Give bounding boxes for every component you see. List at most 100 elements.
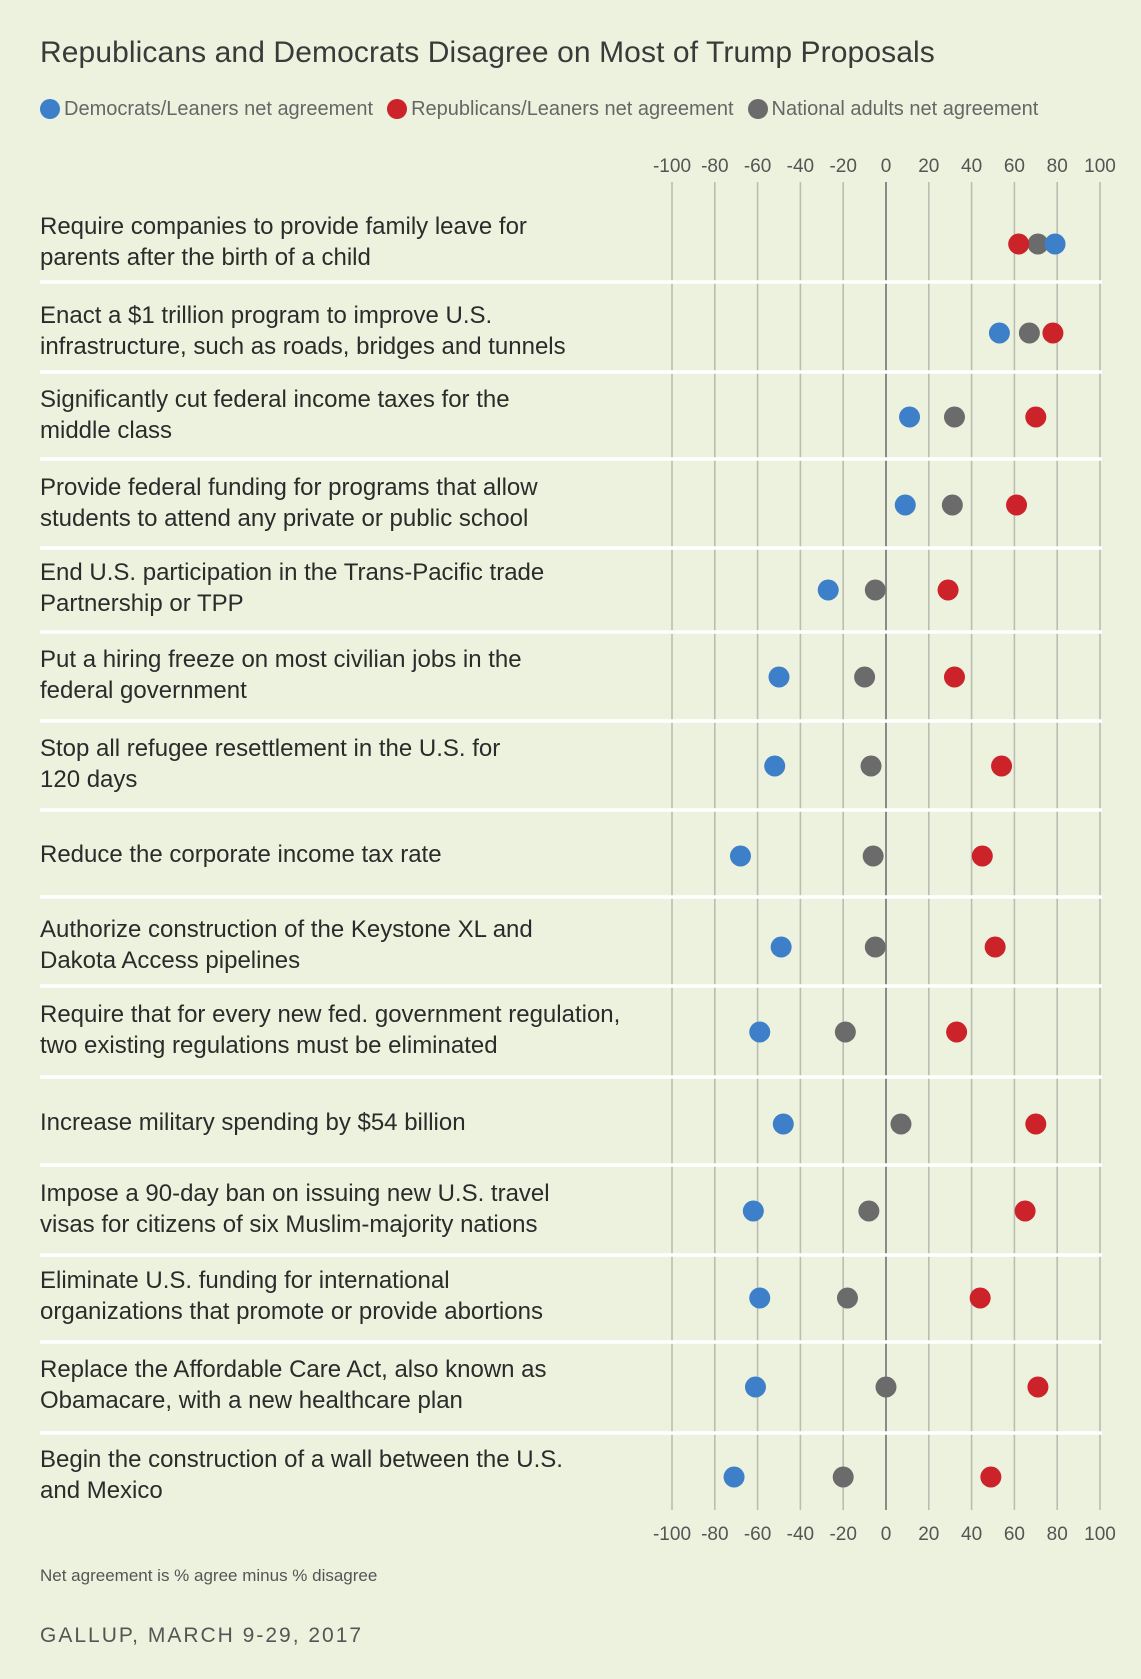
dot-democrats <box>817 579 839 601</box>
row-label-line: Impose a 90-day ban on issuing new U.S. … <box>40 1180 550 1207</box>
row-label-line: visas for citizens of six Muslim-majorit… <box>40 1211 538 1238</box>
dot-democrats <box>749 1021 771 1043</box>
dot-republicans <box>984 936 1006 958</box>
legend-item-democrats: Democrats/Leaners net agreement <box>40 98 373 121</box>
x-tick-label-top: 100 <box>1084 156 1116 177</box>
dot-republicans <box>943 666 965 688</box>
dot-democrats <box>742 1200 764 1222</box>
row-label-line: Require that for every new fed. governme… <box>40 1001 621 1028</box>
dot-democrats <box>764 755 786 777</box>
row-label-line: Enact a $1 trillion program to improve U… <box>40 302 493 329</box>
x-tick-label-bottom: -60 <box>744 1524 771 1545</box>
row-label: Replace the Affordable Care Act, also kn… <box>40 1354 680 1416</box>
x-tick-label-bottom: -20 <box>829 1524 856 1545</box>
row-label-line: Partnership or TPP <box>40 590 244 617</box>
dot-republicans <box>1025 1113 1047 1135</box>
dot-democrats <box>894 494 916 516</box>
legend-label-republicans: Republicans/Leaners net agreement <box>411 97 734 120</box>
x-tick-label-top: -40 <box>787 156 814 177</box>
dot-national <box>862 845 884 867</box>
dot-national <box>1018 322 1040 344</box>
legend-swatch-democrats <box>40 99 60 119</box>
row-label-line: Increase military spending by $54 billio… <box>40 1108 466 1136</box>
x-tick-label-bottom: 80 <box>1047 1524 1068 1545</box>
x-tick-label-bottom: 0 <box>881 1524 892 1545</box>
row-label-line: parents after the birth of a child <box>40 244 371 271</box>
row-label: Enact a $1 trillion program to improve U… <box>40 300 680 362</box>
x-tick-label-top: 40 <box>961 156 982 177</box>
x-tick-label-top: 20 <box>918 156 939 177</box>
dot-national <box>864 936 886 958</box>
row-label: Authorize construction of the Keystone X… <box>40 914 680 976</box>
dot-democrats <box>899 406 921 428</box>
row-label-line: End U.S. participation in the Trans-Paci… <box>40 559 545 586</box>
row-label-line: Significantly cut federal income taxes f… <box>40 386 510 413</box>
x-tick-label-top: -60 <box>744 156 771 177</box>
legend-swatch-national <box>747 99 768 119</box>
legend-swatch-republicans <box>387 99 408 119</box>
dot-democrats <box>772 1113 794 1135</box>
x-tick-label-top: 60 <box>1004 156 1025 177</box>
legend-item-national: National adults net agreement <box>747 97 1039 121</box>
row-label: Increase military spending by $54 billio… <box>40 1107 680 1138</box>
dot-republicans <box>937 579 959 601</box>
dot-republicans <box>1014 1200 1036 1222</box>
x-tick-label-bottom: 40 <box>961 1524 982 1545</box>
dot-national <box>858 1200 880 1222</box>
row-label: Require companies to provide family leav… <box>40 211 680 273</box>
dot-republicans <box>1006 494 1028 516</box>
dot-republicans <box>969 1287 991 1309</box>
chart-title: Republicans and Democrats Disagree on Mo… <box>40 36 935 69</box>
row-label-line: middle class <box>40 417 173 444</box>
row-label-line: Begin the construction of a wall between… <box>40 1446 563 1473</box>
dot-national <box>864 579 886 601</box>
dot-democrats <box>729 845 751 867</box>
dot-national <box>890 1113 912 1135</box>
row-label-line: 120 days <box>40 766 138 793</box>
x-tick-label-bottom: -100 <box>653 1524 691 1545</box>
row-label: Impose a 90-day ban on issuing new U.S. … <box>40 1178 680 1240</box>
dot-republicans <box>1008 233 1030 255</box>
legend-label-national: National adults net agreement <box>771 97 1039 120</box>
dot-national <box>854 666 876 688</box>
row-label-line: Eliminate U.S. funding for international <box>40 1267 450 1294</box>
dot-national <box>836 1287 858 1309</box>
dot-national <box>941 494 963 516</box>
x-tick-label-top: 0 <box>881 156 892 177</box>
row-label-line: Authorize construction of the Keystone X… <box>40 916 533 943</box>
row-label-line: Put a hiring freeze on most civilian job… <box>40 646 522 673</box>
dot-national <box>860 755 882 777</box>
row-label: Eliminate U.S. funding for international… <box>40 1265 680 1327</box>
legend-item-republicans: Republicans/Leaners net agreement <box>387 97 734 121</box>
dot-national <box>832 1466 854 1488</box>
dot-democrats <box>723 1466 745 1488</box>
dot-republicans <box>1025 406 1047 428</box>
row-label-line: Replace the Affordable Care Act, also kn… <box>40 1356 547 1383</box>
dot-national <box>875 1376 897 1398</box>
dot-republicans <box>1042 322 1064 344</box>
row-label: Require that for every new fed. governme… <box>40 999 680 1061</box>
legend: Democrats/Leaners net agreement Republic… <box>40 96 1052 122</box>
dot-democrats <box>749 1287 771 1309</box>
row-label-line: Dakota Access pipelines <box>40 947 301 974</box>
x-tick-label-bottom: 100 <box>1084 1524 1116 1545</box>
row-label-line: Stop all refugee resettlement in the U.S… <box>40 735 501 762</box>
row-label: Begin the construction of a wall between… <box>40 1444 680 1506</box>
dot-republicans <box>991 755 1013 777</box>
dot-republicans <box>980 1466 1002 1488</box>
dot-democrats <box>988 322 1010 344</box>
dot-republicans <box>946 1021 968 1043</box>
row-label-line: federal government <box>40 677 247 704</box>
x-tick-label-top: -100 <box>653 156 691 177</box>
x-tick-label-top: 80 <box>1047 156 1068 177</box>
row-label: Stop all refugee resettlement in the U.S… <box>40 733 680 795</box>
dot-democrats <box>1044 233 1066 255</box>
row-label-line: Provide federal funding for programs tha… <box>40 474 538 501</box>
dot-democrats <box>768 666 790 688</box>
source-note: GALLUP, MARCH 9-29, 2017 <box>40 1624 364 1647</box>
row-label: Significantly cut federal income taxes f… <box>40 384 680 446</box>
dot-democrats <box>744 1376 766 1398</box>
x-tick-label-top: -80 <box>701 156 728 177</box>
dot-national <box>834 1021 856 1043</box>
